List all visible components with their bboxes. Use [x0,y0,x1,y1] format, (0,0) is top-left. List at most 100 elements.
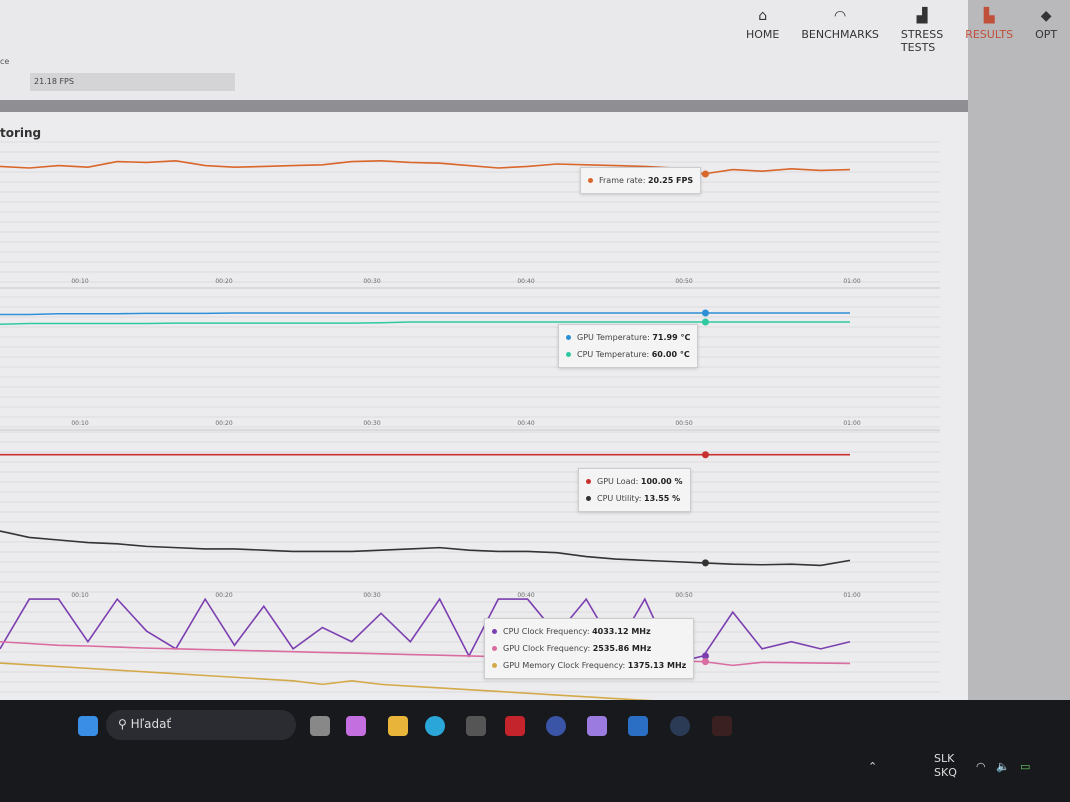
nav-label: BENCHMARKS [801,28,879,41]
legend-dot-icon [566,352,571,357]
nav-opt[interactable]: ◆ OPT [1024,8,1068,54]
tooltip-row: GPU Temperature: 71.99 °C [566,329,690,346]
outlook-icon[interactable] [628,716,648,736]
lang-primary: SLK [934,752,955,765]
gauge-icon: ◠ [834,8,847,24]
mcafee-icon[interactable] [505,716,525,736]
tooltip-row: Frame rate: 20.25 FPS [588,172,693,189]
tooltip-row: CPU Clock Frequency: 4033.12 MHz [492,623,686,640]
series-name: CPU Utility [597,494,639,503]
chevron-up-icon[interactable]: ⌃ [868,760,878,773]
system-tray: ⌃ SLK SKQ ◠ 🔈 ▭ [868,752,1030,779]
taskbar: ⚲ Hľadať ⌃ SLK SKQ ◠ 🔈 ▭ [0,700,1070,802]
main-nav: ⌂ HOME ◠ BENCHMARKS ▟ STRESS TESTS ▙ RESULTS ◆ OP… [735,8,1068,54]
nav-label: OPT [1035,28,1058,41]
app-icon[interactable] [546,716,566,736]
windows-start-icon[interactable] [78,716,98,736]
x-tick-label: 00:10 [71,420,88,427]
series-line-gpu-temperature [0,312,850,316]
taskbar-search[interactable]: ⚲ Hľadať [106,710,296,740]
series-line-cpu-temperature [0,321,850,326]
store-icon[interactable] [466,716,486,736]
series-value: 60.00 °C [651,350,690,359]
series-name: GPU Clock Frequency [503,644,588,653]
lang-secondary: SKQ [934,766,957,779]
hover-point [701,451,709,459]
tooltip-row: CPU Utility: 13.55 % [586,490,683,507]
options-icon: ◆ [1040,8,1052,24]
series-value: 1375.13 MHz [627,661,687,670]
3dmark-icon[interactable] [712,716,732,736]
edge-icon[interactable] [425,716,445,736]
score-label: ce [0,57,10,66]
legend-dot-icon [586,479,591,484]
bars-icon: ▟ [916,8,928,24]
search-placeholder: Hľadať [130,717,172,731]
series-name: GPU Temperature [577,333,648,342]
nav-label: STRESS TESTS [900,28,944,54]
nav-results[interactable]: ▙ RESULTS [954,8,1024,54]
x-tick-label: 00:40 [517,278,534,285]
x-tick-label: 00:50 [675,420,692,427]
chart-tooltip: Frame rate: 20.25 FPS [580,167,702,194]
x-tick-label: 00:50 [675,278,692,285]
series-value: 100.00 % [640,477,683,486]
series-name: CPU Clock Frequency [503,627,587,636]
legend-dot-icon [586,496,591,501]
app-header: ⌂ HOME ◠ BENCHMARKS ▟ STRESS TESTS ▙ RESULTS ◆ OP… [0,0,1057,100]
x-tick-label: 01:00 [843,592,860,599]
copilot-icon[interactable] [346,716,366,736]
x-tick-label: 00:50 [675,592,692,599]
wifi-icon[interactable]: ◠ [976,760,986,773]
home-icon: ⌂ [758,8,768,24]
battery-icon[interactable]: ▭ [1020,760,1031,773]
legend-dot-icon [492,646,497,651]
nav-stress-tests[interactable]: ▟ STRESS TESTS [890,8,954,54]
x-tick-label: 00:10 [71,278,88,285]
series-value: 20.25 FPS [647,176,694,185]
nav-home[interactable]: ⌂ HOME [735,8,790,54]
chart-tooltip: GPU Temperature: 71.99 °C CPU Temperature… [558,324,699,368]
series-line-cpu-clock-frequency [0,597,851,664]
hover-point [701,559,709,567]
legend-dot-icon [492,629,497,634]
series-name: GPU Load [597,477,636,486]
volume-icon[interactable]: 🔈 [996,760,1010,773]
file-explorer-icon[interactable] [388,716,408,736]
tooltip-row: GPU Memory Clock Frequency: 1375.13 MHz [492,657,686,674]
series-line-cpu-utility [0,530,851,567]
steam-icon[interactable] [670,716,690,736]
nav-benchmarks[interactable]: ◠ BENCHMARKS [790,8,890,54]
chart-tooltip: GPU Load: 100.00 % CPU Utility: 13.55 % [578,468,691,512]
series-value: 4033.12 MHz [592,627,651,636]
x-tick-label: 01:00 [843,278,860,285]
x-tick-label: 00:30 [363,420,380,427]
series-name: Frame rate [599,176,643,185]
monitoring-charts: 00:10 00:20 00:30 00:40 00:50 01:00 00:10 00:20… [0,141,940,712]
settings-icon[interactable] [587,716,607,736]
series-value: 71.99 °C [652,333,691,342]
nav-label: RESULTS [965,28,1014,41]
series-value: 13.55 % [644,494,681,503]
nav-label: HOME [746,28,780,41]
legend-dot-icon [588,178,593,183]
hover-point [701,170,709,178]
x-tick-label: 00:20 [215,420,232,427]
language-indicator[interactable]: SLK SKQ [934,752,957,780]
x-tick-label: 00:20 [215,278,232,285]
task-view-icon[interactable] [310,716,330,736]
series-value: 2535.86 MHz [592,644,652,653]
x-tick-label: 00:20 [215,592,232,599]
x-tick-label: 00:40 [517,420,534,427]
hover-point [701,652,709,660]
chart-tooltip: CPU Clock Frequency: 4033.12 MHz GPU Cloc… [484,618,695,679]
tooltip-row: GPU Load: 100.00 % [586,473,683,490]
search-icon: ⚲ [118,717,131,731]
series-name: CPU Temperature [577,350,647,359]
hover-point [701,318,709,326]
section-title: toring [0,126,42,140]
x-tick-label: 00:40 [517,592,534,599]
divider [0,100,968,112]
x-tick-label: 00:30 [363,278,380,285]
score-bar: 21.18 FPS [30,73,235,91]
